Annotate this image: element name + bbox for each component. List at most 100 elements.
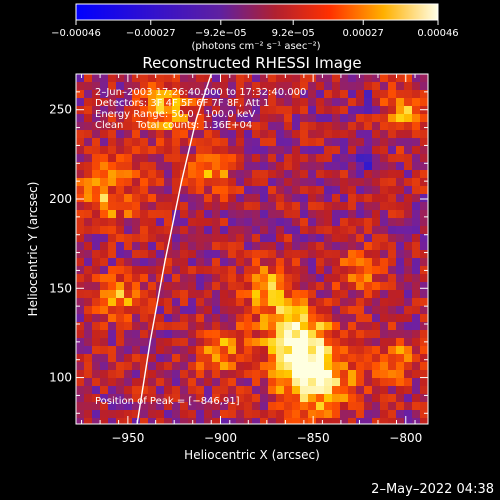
heatmap-cell bbox=[308, 394, 316, 402]
heatmap-cell bbox=[132, 274, 140, 282]
heatmap-cell bbox=[316, 338, 324, 346]
heatmap-cell bbox=[196, 186, 204, 194]
heatmap-cell bbox=[372, 138, 380, 146]
heatmap-cell bbox=[140, 386, 148, 394]
heatmap-cell bbox=[220, 362, 228, 370]
heatmap-cell bbox=[284, 138, 292, 146]
heatmap-cell bbox=[172, 242, 180, 250]
heatmap-cell bbox=[220, 74, 228, 82]
heatmap-cell bbox=[108, 162, 116, 170]
heatmap-cell bbox=[252, 194, 260, 202]
heatmap-cell bbox=[404, 298, 412, 306]
heatmap-cell bbox=[180, 178, 188, 186]
heatmap-cell bbox=[284, 186, 292, 194]
heatmap-cell bbox=[260, 402, 268, 410]
heatmap-cell bbox=[268, 82, 276, 90]
heatmap-cell bbox=[300, 258, 308, 266]
heatmap-cell bbox=[324, 170, 332, 178]
heatmap-cell bbox=[404, 226, 412, 234]
heatmap-cell bbox=[332, 418, 340, 424]
heatmap-cell bbox=[300, 250, 308, 258]
heatmap-cell bbox=[260, 122, 268, 130]
heatmap-cell bbox=[412, 194, 420, 202]
heatmap-cell bbox=[340, 178, 348, 186]
heatmap-cell bbox=[284, 394, 292, 402]
heatmap-cell bbox=[100, 266, 108, 274]
heatmap-cell bbox=[316, 114, 324, 122]
heatmap-cell bbox=[172, 234, 180, 242]
heatmap-cell bbox=[324, 74, 332, 82]
heatmap-cell bbox=[252, 210, 260, 218]
heatmap-cell bbox=[380, 266, 388, 274]
heatmap-cell bbox=[404, 338, 412, 346]
heatmap-cell bbox=[124, 258, 132, 266]
heatmap-cell bbox=[372, 362, 380, 370]
heatmap-cell bbox=[292, 402, 300, 410]
heatmap-cell bbox=[364, 362, 372, 370]
heatmap-cell bbox=[396, 354, 404, 362]
heatmap-cell bbox=[372, 274, 380, 282]
heatmap-cell bbox=[388, 354, 396, 362]
heatmap-cell bbox=[92, 226, 100, 234]
heatmap-cell bbox=[300, 162, 308, 170]
heatmap-cell bbox=[108, 386, 116, 394]
heatmap-cell bbox=[228, 322, 236, 330]
heatmap-cell bbox=[212, 354, 220, 362]
heatmap-cell bbox=[76, 162, 84, 170]
heatmap-cell bbox=[244, 122, 252, 130]
heatmap-cell bbox=[196, 338, 204, 346]
heatmap-cell bbox=[316, 122, 324, 130]
heatmap-cell bbox=[148, 418, 156, 424]
heatmap-cell bbox=[132, 170, 140, 178]
heatmap-cell bbox=[300, 186, 308, 194]
heatmap-cell bbox=[204, 306, 212, 314]
heatmap-cell bbox=[156, 298, 164, 306]
heatmap-cell bbox=[348, 394, 356, 402]
heatmap-cell bbox=[412, 106, 420, 114]
heatmap-cell bbox=[260, 370, 268, 378]
heatmap-cell bbox=[188, 106, 196, 114]
heatmap-cell bbox=[268, 274, 276, 282]
heatmap-cell bbox=[84, 402, 92, 410]
heatmap-cell bbox=[364, 266, 372, 274]
heatmap-cell bbox=[372, 146, 380, 154]
heatmap-cell bbox=[244, 154, 252, 162]
heatmap-cell bbox=[244, 386, 252, 394]
heatmap-cell bbox=[84, 370, 92, 378]
heatmap-cell bbox=[188, 298, 196, 306]
heatmap-cell bbox=[92, 306, 100, 314]
heatmap-cell bbox=[308, 74, 316, 82]
heatmap-cell bbox=[228, 122, 236, 130]
heatmap-cell bbox=[84, 186, 92, 194]
heatmap-cell bbox=[92, 282, 100, 290]
heatmap-cell bbox=[300, 178, 308, 186]
heatmap-cell bbox=[244, 82, 252, 90]
heatmap-cell bbox=[348, 234, 356, 242]
heatmap-cell bbox=[100, 394, 108, 402]
heatmap-cell bbox=[124, 106, 132, 114]
heatmap-cell bbox=[404, 258, 412, 266]
heatmap-cell bbox=[108, 82, 116, 90]
heatmap-cell bbox=[276, 386, 284, 394]
heatmap-cell bbox=[212, 98, 220, 106]
heatmap-cell bbox=[228, 234, 236, 242]
heatmap-cell bbox=[244, 354, 252, 362]
heatmap-cell bbox=[268, 106, 276, 114]
heatmap-cell bbox=[212, 362, 220, 370]
heatmap-cell bbox=[396, 98, 404, 106]
heatmap-cell bbox=[236, 122, 244, 130]
heatmap-cell bbox=[332, 130, 340, 138]
heatmap-cell bbox=[108, 242, 116, 250]
heatmap-cell bbox=[220, 370, 228, 378]
heatmap-cell bbox=[188, 314, 196, 322]
heatmap-cell bbox=[388, 410, 396, 418]
heatmap-cell bbox=[140, 282, 148, 290]
heatmap-cell bbox=[92, 258, 100, 266]
heatmap-cell bbox=[404, 242, 412, 250]
heatmap-cell bbox=[84, 90, 92, 98]
heatmap-cell bbox=[292, 394, 300, 402]
heatmap-cell bbox=[236, 362, 244, 370]
heatmap-cell bbox=[292, 170, 300, 178]
heatmap-cell bbox=[420, 314, 428, 322]
colorbar-tick-label: −0.00027 bbox=[126, 28, 176, 39]
